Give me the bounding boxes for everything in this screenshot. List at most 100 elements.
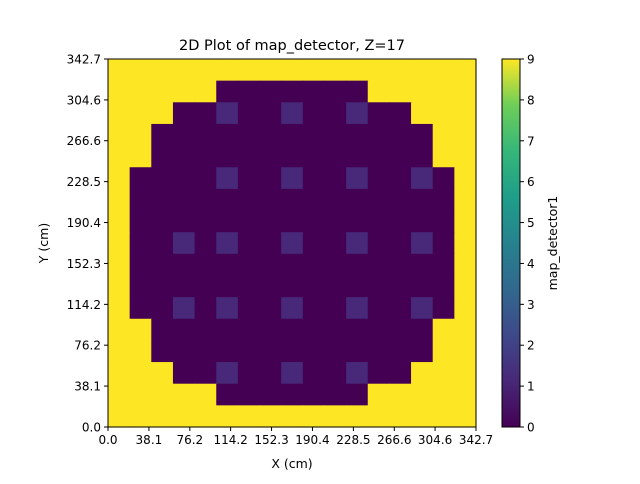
heatmap-cell [259, 210, 282, 233]
heatmap-cell [454, 167, 477, 190]
heatmap-cell [346, 362, 369, 385]
heatmap-cell [432, 123, 455, 147]
heatmap-cell [151, 145, 174, 168]
heatmap-cell [129, 253, 152, 277]
heatmap-cell [411, 167, 434, 190]
heatmap-cell [151, 188, 174, 212]
heatmap-cell [411, 210, 434, 233]
heatmap-cell [411, 383, 434, 406]
heatmap-cell [389, 145, 412, 168]
heatmap-cell [151, 210, 174, 233]
heatmap-cell [216, 318, 239, 342]
heatmap-cell [172, 405, 196, 428]
x-tick-label: 76.2 [176, 433, 203, 447]
heatmap-cell [324, 405, 347, 428]
heatmap-cell [172, 59, 196, 82]
heatmap-cell [129, 318, 152, 342]
heatmap-cell [411, 102, 434, 125]
colorbar-tick-label: 2 [527, 339, 535, 353]
heatmap-cell [302, 145, 326, 168]
heatmap-cell [454, 188, 477, 212]
heatmap-cell [259, 318, 282, 342]
heatmap-cell [237, 210, 261, 233]
x-axis-ticks: 0.0 38.1 76.2 114.2 152.3 190.4 228.5 266.6 304.… [98, 427, 493, 447]
heatmap-cell [129, 405, 152, 428]
heatmap-cell [259, 167, 282, 190]
heatmap-cell [389, 232, 412, 255]
heatmap-cell [259, 383, 282, 406]
heatmap-cell [216, 383, 239, 406]
heatmap-cell [281, 123, 304, 147]
heatmap-cell [259, 297, 282, 320]
heatmap-cell [237, 340, 261, 363]
heatmap-cell [151, 102, 174, 125]
heatmap-cell [324, 80, 347, 103]
heatmap-cell [432, 405, 455, 428]
heatmap-cell [216, 232, 239, 255]
heatmap-cell [281, 362, 304, 385]
heatmap-cell [194, 210, 217, 233]
heatmap-cell [367, 362, 391, 385]
heatmap-cell [108, 145, 131, 168]
heatmap-cell [454, 123, 477, 147]
x-tick-label: 38.1 [136, 433, 163, 447]
heatmap-cell [432, 297, 455, 320]
heatmap-cell [324, 188, 347, 212]
colorbar-tick-label: 4 [527, 257, 535, 271]
heatmap-cell [346, 318, 369, 342]
heatmap-cell [411, 188, 434, 212]
heatmap-cell [151, 362, 174, 385]
heatmap-cell [302, 167, 326, 190]
heatmap-cell [411, 123, 434, 147]
heatmap-cell [194, 145, 217, 168]
heatmap-cell [216, 297, 239, 320]
heatmap-cell [389, 318, 412, 342]
heatmap-cell [324, 210, 347, 233]
heatmap-cell [432, 318, 455, 342]
y-tick-label: 266.6 [67, 134, 101, 148]
heatmap-cell [454, 362, 477, 385]
heatmap-cell [194, 318, 217, 342]
heatmap-cell [129, 123, 152, 147]
heatmap-cell [172, 123, 196, 147]
heatmap-cell [194, 297, 217, 320]
y-axis-ticks: 0.0 38.1 76.2 114.2 152.3 190.4 228.5 266.6 304.… [67, 53, 108, 435]
heatmap-cell [237, 383, 261, 406]
heatmap-cell [172, 362, 196, 385]
heatmap-cell [259, 59, 282, 82]
heatmap-cell [172, 340, 196, 363]
heatmap-cell [194, 405, 217, 428]
heatmap-cell [432, 383, 455, 406]
heatmap-cell [237, 167, 261, 190]
heatmap-cell [432, 232, 455, 255]
heatmap-cell [129, 80, 152, 103]
heatmap-cell [367, 383, 391, 406]
heatmap-cell [108, 275, 131, 298]
colorbar-tick-label: 8 [527, 93, 535, 107]
heatmap-cell [151, 80, 174, 103]
heatmap-cell [302, 340, 326, 363]
heatmap-cell [216, 123, 239, 147]
heatmap-cell [172, 297, 196, 320]
heatmap-cell [151, 253, 174, 277]
heatmap-cell [108, 318, 131, 342]
heatmap-cell [454, 275, 477, 298]
heatmap-cell [389, 210, 412, 233]
heatmap-cell [389, 362, 412, 385]
heatmap-cell [454, 340, 477, 363]
heatmap-cell [259, 362, 282, 385]
x-tick-label: 266.6 [377, 433, 411, 447]
heatmap-cell [259, 102, 282, 125]
heatmap-cell [346, 405, 369, 428]
heatmap-cell [346, 145, 369, 168]
heatmap-cell [237, 145, 261, 168]
heatmap-cell [432, 340, 455, 363]
heatmap-cell [367, 253, 391, 277]
colorbar-tick-label: 3 [527, 298, 535, 312]
heatmap-cell [281, 167, 304, 190]
heatmap-cell [108, 167, 131, 190]
heatmap-cell [151, 123, 174, 147]
heatmap-cell [108, 340, 131, 363]
colorbar-tick-label: 9 [527, 53, 535, 67]
